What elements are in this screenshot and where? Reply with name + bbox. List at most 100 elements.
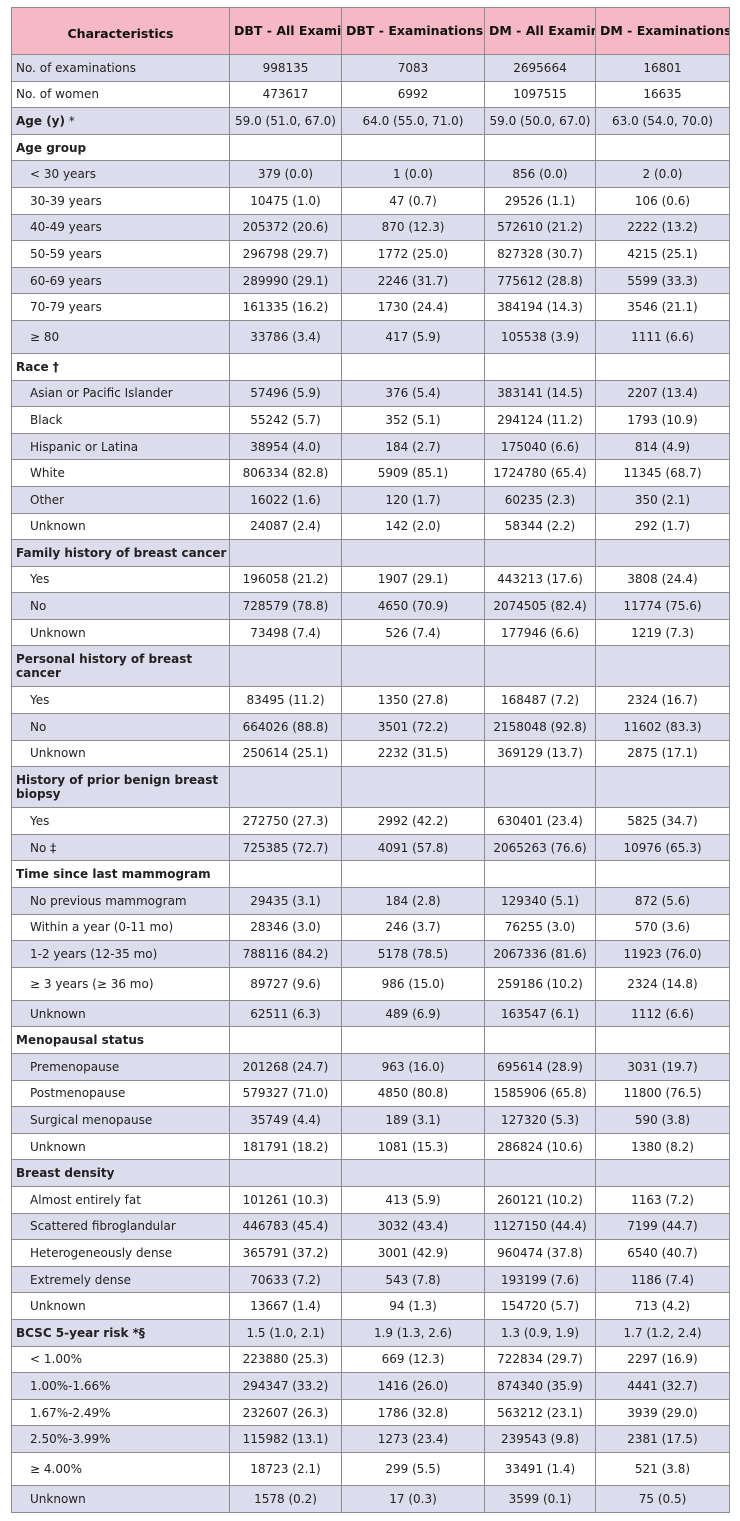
- table-cell: 7083: [341, 54, 485, 82]
- footnote-mark: *: [64, 113, 75, 128]
- table-row: Postmenopause 579327 (71.0) 4850 (80.8) 158…: [11, 1079, 730, 1108]
- row-label-text: < 1.00%: [30, 1352, 82, 1367]
- row-label-text: Scattered fibroglandular: [30, 1219, 176, 1234]
- table-cell: 775612 (28.8): [484, 266, 596, 295]
- table-cell: 59.0 (51.0, 67.0): [229, 107, 342, 135]
- table-cell: 58344 (2.2): [484, 512, 596, 541]
- table-cell: 722834 (29.7): [484, 1345, 596, 1374]
- table-row: < 30 years 379 (0.0) 1 (0.0) 856 (0.0) 2 (0.…: [11, 160, 730, 188]
- table-cell: [341, 352, 485, 381]
- table-cell: [595, 539, 730, 567]
- row-label-text: 1.67%-2.49%: [30, 1405, 111, 1420]
- table-cell: [229, 539, 342, 567]
- table-cell: 1.5 (1.0, 2.1): [229, 1318, 342, 1347]
- row-label: 50-59 years: [11, 240, 230, 268]
- header-row: Characteristics DBT - All Examinations D…: [11, 7, 730, 55]
- row-label-text: No previous mammogram: [30, 893, 187, 908]
- table-cell: 64.0 (55.0, 71.0): [341, 107, 485, 135]
- table-cell: [484, 1159, 596, 1187]
- row-label: No. of examinations: [11, 54, 230, 82]
- row-label-text: Yes: [30, 693, 50, 708]
- row-label: Age (y) *: [11, 107, 230, 135]
- table-cell: 1163 (7.2): [595, 1185, 730, 1214]
- table-cell: 142 (2.0): [341, 512, 485, 541]
- table-cell: 2875 (17.1): [595, 739, 730, 768]
- row-label: 2.50%-3.99%: [11, 1425, 230, 1453]
- table-cell: 294124 (11.2): [484, 406, 596, 434]
- row-label: Scattered fibroglandular: [11, 1212, 230, 1241]
- table-row: No ‡ 725385 (72.7) 4091 (57.8) 2065263 (76.…: [11, 833, 730, 862]
- row-label: Unknown: [11, 512, 230, 541]
- table-cell: 294347 (33.2): [229, 1372, 342, 1400]
- table-cell: 189 (3.1): [341, 1106, 485, 1134]
- table-cell: 1081 (15.3): [341, 1132, 485, 1161]
- table-cell: 168487 (7.2): [484, 686, 596, 715]
- row-label-text: Other: [30, 492, 65, 507]
- table-cell: 129340 (5.1): [484, 887, 596, 915]
- table-cell: 196058 (21.2): [229, 565, 342, 594]
- table-cell: 473617: [229, 80, 342, 109]
- row-label: Within a year (0-11 mo): [11, 913, 230, 942]
- table-row: Heterogeneously dense 365791 (37.2) 3001 (…: [11, 1239, 730, 1267]
- row-label-text: White: [30, 466, 65, 481]
- row-label: Menopausal status: [11, 1026, 230, 1054]
- table-row: Unknown 181791 (18.2) 1081 (15.3) 286824 (1…: [11, 1132, 730, 1161]
- row-label: Unknown: [11, 999, 230, 1028]
- row-label: Almost entirely fat: [11, 1185, 230, 1214]
- table-cell: 986 (15.0): [341, 966, 485, 1001]
- table-cell: 3939 (29.0): [595, 1398, 730, 1427]
- table-cell: 16022 (1.6): [229, 485, 342, 514]
- row-label-text: Surgical menopause: [30, 1112, 153, 1127]
- table-cell: 1416 (26.0): [341, 1372, 485, 1400]
- table-cell: 960474 (37.8): [484, 1239, 596, 1267]
- table-cell: 870 (12.3): [341, 213, 485, 242]
- table-cell: 5825 (34.7): [595, 807, 730, 835]
- row-label: Yes: [11, 565, 230, 594]
- row-label-text: 30-39 years: [30, 193, 102, 208]
- table-cell: [595, 133, 730, 162]
- row-label-text: Within a year (0-11 mo): [30, 920, 174, 935]
- table-cell: 250614 (25.1): [229, 739, 342, 768]
- row-label-text: ≥ 4.00%: [30, 1461, 82, 1476]
- table-header: Characteristics DBT - All Examinations D…: [11, 7, 730, 55]
- row-label: Race †: [11, 352, 230, 381]
- characteristics-table: Characteristics DBT - All Examinations D…: [11, 7, 730, 1513]
- table-cell: 246 (3.7): [341, 913, 485, 942]
- row-label-text: 50-59 years: [30, 246, 102, 261]
- row-label: Unknown: [11, 1132, 230, 1161]
- table-row: Family history of breast cancer: [11, 539, 730, 567]
- table-cell: [229, 1159, 342, 1187]
- table-cell: 299 (5.5): [341, 1451, 485, 1486]
- row-label: Asian or Pacific Islander: [11, 379, 230, 408]
- table-cell: [484, 133, 596, 162]
- table-cell: 57496 (5.9): [229, 379, 342, 408]
- table-cell: 3001 (42.9): [341, 1239, 485, 1267]
- table-cell: 4215 (25.1): [595, 240, 730, 268]
- table-row: Asian or Pacific Islander 57496 (5.9) 376 …: [11, 379, 730, 408]
- row-label-text: Almost entirely fat: [30, 1192, 141, 1207]
- table-cell: 55242 (5.7): [229, 406, 342, 434]
- table-cell: 175040 (6.6): [484, 432, 596, 461]
- table-cell: 181791 (18.2): [229, 1132, 342, 1161]
- table-cell: 856 (0.0): [484, 160, 596, 188]
- row-label-text: Race †: [16, 359, 59, 374]
- table-cell: 33786 (3.4): [229, 319, 342, 354]
- table-cell: 2065263 (76.6): [484, 833, 596, 862]
- table-cell: 239543 (9.8): [484, 1425, 596, 1453]
- row-label: No. of women: [11, 80, 230, 109]
- table-row: Unknown 62511 (6.3) 489 (6.9) 163547 (6.1) 1…: [11, 999, 730, 1028]
- table-cell: [341, 539, 485, 567]
- table-cell: 70633 (7.2): [229, 1265, 342, 1294]
- table-cell: [484, 860, 596, 889]
- table-cell: 725385 (72.7): [229, 833, 342, 862]
- row-label-text: Hispanic or Latina: [30, 439, 139, 454]
- table-row: No 664026 (88.8) 3501 (72.2) 2158048 (92.8)…: [11, 713, 730, 741]
- table-cell: 4650 (70.9): [341, 592, 485, 620]
- row-label: No ‡: [11, 833, 230, 862]
- table-row: Premenopause 201268 (24.7) 963 (16.0) 69561…: [11, 1053, 730, 1081]
- table-cell: 101261 (10.3): [229, 1185, 342, 1214]
- table-cell: 1186 (7.4): [595, 1265, 730, 1294]
- table-cell: 2158048 (92.8): [484, 713, 596, 741]
- table-row: Scattered fibroglandular 446783 (45.4) 303…: [11, 1212, 730, 1241]
- table-row: No. of women 473617 6992 1097515 16635: [11, 80, 730, 109]
